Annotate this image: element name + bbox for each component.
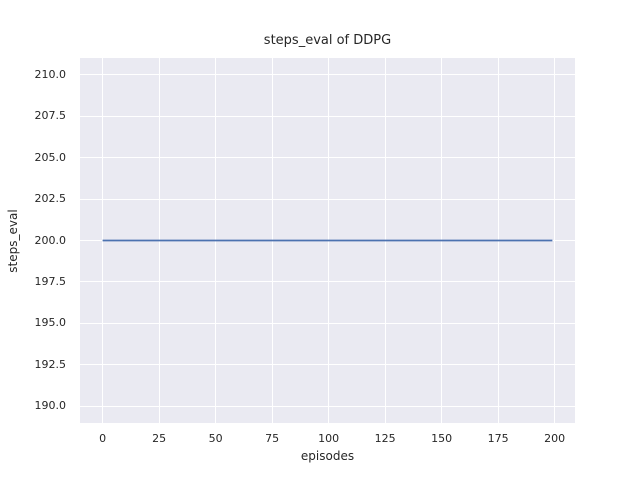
gridline-horizontal [80,322,575,324]
y-tick-label: 190.0 [34,399,67,413]
x-tick-label: 200 [544,432,566,445]
y-tick-label: 202.5 [34,192,67,206]
y-tick-label: 197.5 [34,274,67,288]
x-tick-label: 50 [208,432,223,445]
x-tick-label: 25 [152,432,167,445]
y-tick-label: 207.5 [34,109,67,123]
y-tick-label: 195.0 [34,316,67,330]
x-tick-label: 125 [374,432,396,445]
gridline-horizontal [80,281,575,283]
x-tick-label: 150 [431,432,453,445]
x-tick-label: 100 [318,432,340,445]
y-tick-label: 210.0 [34,67,67,81]
plot-area [80,58,575,423]
gridline-horizontal [80,405,575,407]
x-tick-label: 175 [487,432,509,445]
gridline-horizontal [80,157,575,159]
series-layer [102,239,553,242]
chart-title: steps_eval of DDPG [263,33,392,48]
gridline-horizontal [80,198,575,200]
x-tick-label: 0 [99,432,107,445]
y-tick-label: 200.0 [34,233,67,247]
y-tick-label: 205.0 [34,150,67,164]
x-tick-label: 75 [265,432,280,445]
y-tick-label: 192.5 [34,357,67,371]
gridline-horizontal [80,364,575,366]
x-axis-label: episodes [300,449,355,463]
gridline-horizontal [80,74,575,76]
gridline-horizontal [80,115,575,117]
